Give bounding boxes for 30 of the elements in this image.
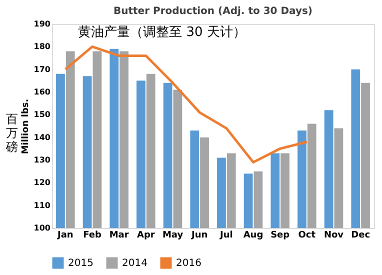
- text: 百万磅: [5, 112, 18, 154]
- y-tick-label: 170: [34, 64, 51, 74]
- x-tick-label: Mar: [109, 230, 130, 240]
- y-tick-label: 180: [34, 42, 51, 52]
- x-tick-label: Apr: [136, 230, 156, 240]
- x-tick-label: Sep: [270, 230, 290, 240]
- x-tick-label: Jun: [190, 230, 208, 240]
- y-tick-label: 130: [34, 156, 51, 164]
- y-tick-label: 140: [34, 132, 51, 142]
- y-tick-label: 110: [34, 200, 51, 210]
- line-series: [64, 45, 308, 164]
- legend-label: 2015: [68, 258, 94, 269]
- x-tick-label: Oct: [298, 230, 316, 240]
- x-tick-label: Aug: [243, 230, 264, 240]
- annotation: 黄油产量（调整至 30 天计）: [78, 25, 246, 40]
- x-tick-label: Dec: [351, 230, 370, 240]
- legend-label: 2014: [122, 258, 148, 269]
- y-tick-label: 190: [34, 20, 51, 28]
- x-tick-label: Jul: [218, 230, 233, 240]
- x-tick-label: Nov: [324, 230, 344, 240]
- y-axis-title: Million lbs.: [20, 98, 31, 154]
- legend-label: 2016: [176, 258, 202, 269]
- y-tick-label: 100: [34, 224, 51, 232]
- y-tick-label: 150: [34, 110, 51, 120]
- y-tick-label: 120: [34, 178, 51, 188]
- x-tick-label: Feb: [83, 230, 102, 240]
- y-tick-label: 160: [34, 88, 51, 96]
- chart-title: Butter Production (Adj. to 30 Days): [114, 6, 312, 17]
- x-tick-label: Jan: [56, 230, 74, 240]
- x-tick-label: May: [162, 230, 184, 240]
